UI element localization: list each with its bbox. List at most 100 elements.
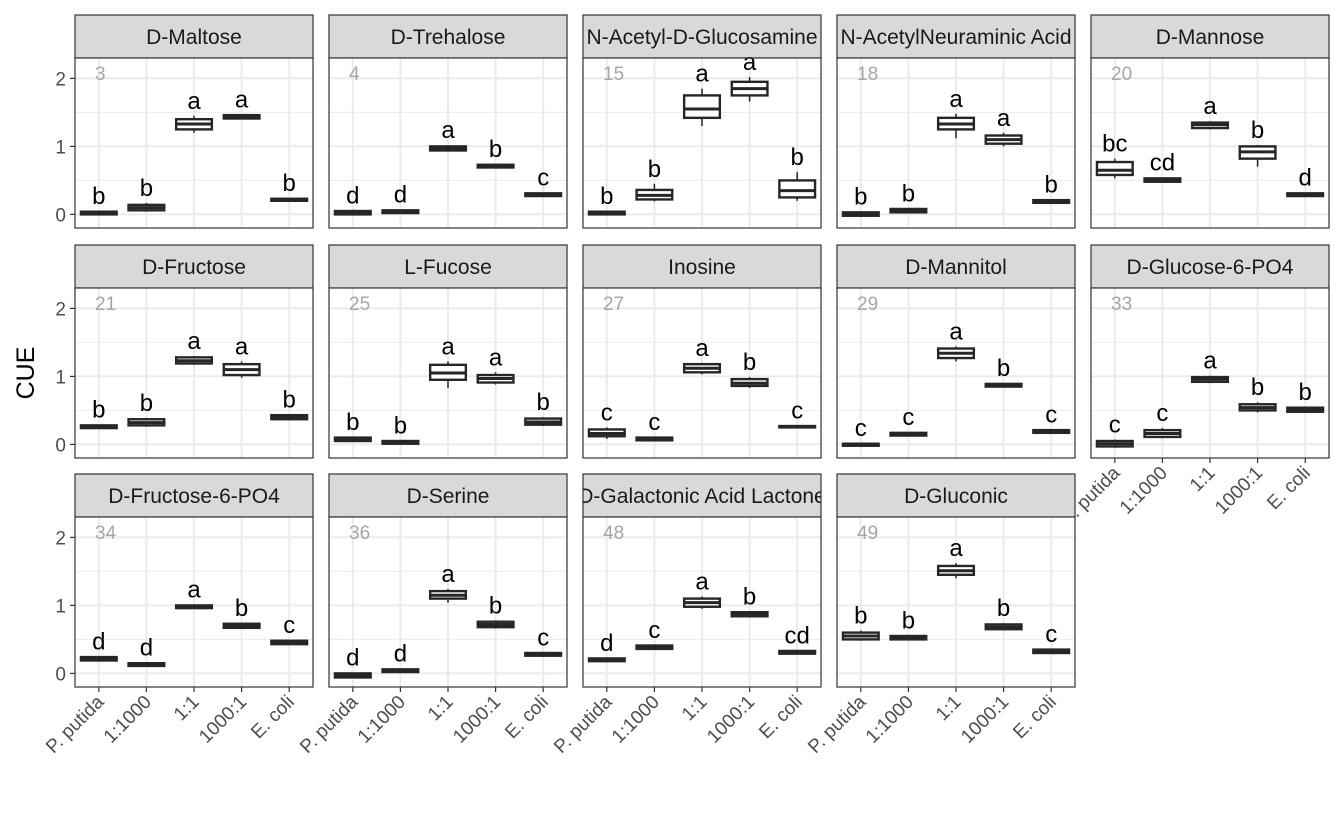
- y-tick-label: 2: [55, 299, 66, 320]
- facet-strip: [328, 14, 568, 59]
- significance-letter: c: [1156, 400, 1168, 427]
- x-tick-label: 1:1000: [100, 692, 156, 748]
- box-E. coli: [524, 192, 563, 198]
- panel-number: 21: [95, 294, 116, 315]
- box-1:1000: [889, 431, 928, 437]
- box-1000:1: [222, 622, 261, 630]
- box-E. coli: [270, 639, 309, 646]
- significance-letter: b: [1045, 171, 1058, 198]
- box-1:1: [174, 115, 214, 133]
- y-tick-label: 2: [55, 528, 66, 549]
- y-tick-label: 1: [55, 596, 66, 617]
- significance-letter: cd: [785, 622, 810, 649]
- significance-letter: a: [1203, 93, 1217, 120]
- significance-letter: b: [1299, 379, 1312, 406]
- panel-number: 25: [349, 294, 370, 315]
- panel-number: 49: [857, 523, 878, 544]
- box-E. coli: [778, 649, 817, 655]
- panel-8: Inosine c c a b c 27: [582, 244, 822, 459]
- facet-strip: [328, 244, 568, 289]
- facet-strip: [328, 473, 568, 518]
- significance-letter: c: [902, 404, 914, 431]
- panel-border: [328, 57, 568, 229]
- box-1:1000: [381, 439, 420, 445]
- panel-border: [1090, 57, 1330, 229]
- y-tick-label: 0: [55, 664, 66, 685]
- facet-strip: [1090, 14, 1330, 59]
- box-E. coli: [1286, 406, 1325, 413]
- significance-letter: a: [695, 61, 709, 88]
- significance-letter: b: [1251, 374, 1264, 401]
- x-tick-label: 1000:1: [1211, 463, 1267, 519]
- box-1:1: [936, 113, 976, 139]
- box-P. putida: [333, 209, 372, 216]
- facet-strip: [836, 244, 1076, 289]
- box-1:1000: [635, 644, 674, 651]
- significance-letter: cd: [1150, 150, 1175, 177]
- box-1:1: [174, 356, 214, 365]
- significance-letter: c: [601, 399, 613, 426]
- significance-letter: b: [92, 183, 105, 210]
- box-P. putida: [587, 427, 626, 439]
- facet-strip: [74, 14, 314, 59]
- significance-letter: a: [235, 333, 249, 360]
- significance-letter: b: [854, 184, 867, 211]
- box-P. putida: [841, 630, 880, 641]
- facet-title: L-Fucose: [404, 256, 492, 279]
- box-1:1: [682, 88, 722, 126]
- box-1:1: [936, 346, 976, 362]
- significance-letter: b: [140, 390, 153, 417]
- box-1000:1: [730, 611, 769, 618]
- panel-number: 33: [1111, 294, 1132, 315]
- box-1:1: [682, 596, 722, 609]
- box-1:1000: [635, 436, 674, 442]
- significance-letter: b: [743, 349, 756, 376]
- significance-letter: d: [600, 630, 613, 657]
- facet-strip: [74, 473, 314, 518]
- significance-letter: b: [648, 156, 661, 183]
- box-1000:1: [476, 372, 515, 385]
- facet-strip: [836, 473, 1076, 518]
- significance-letter: c: [537, 165, 549, 192]
- significance-letter: a: [949, 318, 963, 345]
- box-P. putida: [79, 210, 118, 216]
- box-E. coli: [1032, 648, 1071, 655]
- x-tick-label: 1:1: [170, 692, 204, 726]
- panel-9: D-Mannitol c c a b c 29: [836, 244, 1076, 459]
- box-1:1000: [127, 662, 166, 668]
- panel-6: D-Fructose b b a a b 21 0 1 2: [55, 244, 314, 459]
- panel-13: D-Galactonic Acid Lactone d c a b cd 48 P. puti…: [550, 473, 822, 758]
- significance-letter: a: [441, 561, 455, 588]
- box-E. coli: [524, 651, 563, 657]
- box-P. putida: [79, 424, 118, 430]
- facet-title: D-Mannitol: [905, 256, 1007, 279]
- panel-border: [328, 287, 568, 459]
- significance-letter: b: [997, 355, 1010, 382]
- x-tick-label: 1:1000: [862, 692, 918, 748]
- x-tick-label: E. coli: [755, 692, 806, 743]
- significance-letter: d: [346, 645, 359, 672]
- x-tick-label: E. coli: [1263, 463, 1314, 514]
- significance-letter: d: [394, 182, 407, 209]
- x-tick-label: P. putida: [804, 691, 870, 757]
- facet-title: D-Fructose: [142, 256, 246, 279]
- panel-border: [836, 287, 1076, 459]
- box-P. putida: [841, 211, 880, 218]
- significance-letter: c: [537, 624, 549, 651]
- box-1:1000: [889, 634, 928, 641]
- box-E. coli: [1032, 198, 1071, 205]
- x-tick-label: P. putida: [296, 691, 362, 757]
- significance-letter: b: [902, 607, 915, 634]
- box-1000:1: [476, 620, 515, 629]
- box-1:1: [1190, 375, 1230, 384]
- x-tick-label: E. coli: [1009, 692, 1060, 743]
- facet-title: N-Acetyl-D-Glucosamine: [586, 26, 817, 49]
- facet-strip: [582, 244, 822, 289]
- box-1:1: [428, 361, 468, 388]
- significance-letter: a: [1203, 348, 1217, 375]
- significance-letter: b: [140, 175, 153, 202]
- box-P. putida: [79, 655, 118, 662]
- box-1000:1: [730, 377, 769, 388]
